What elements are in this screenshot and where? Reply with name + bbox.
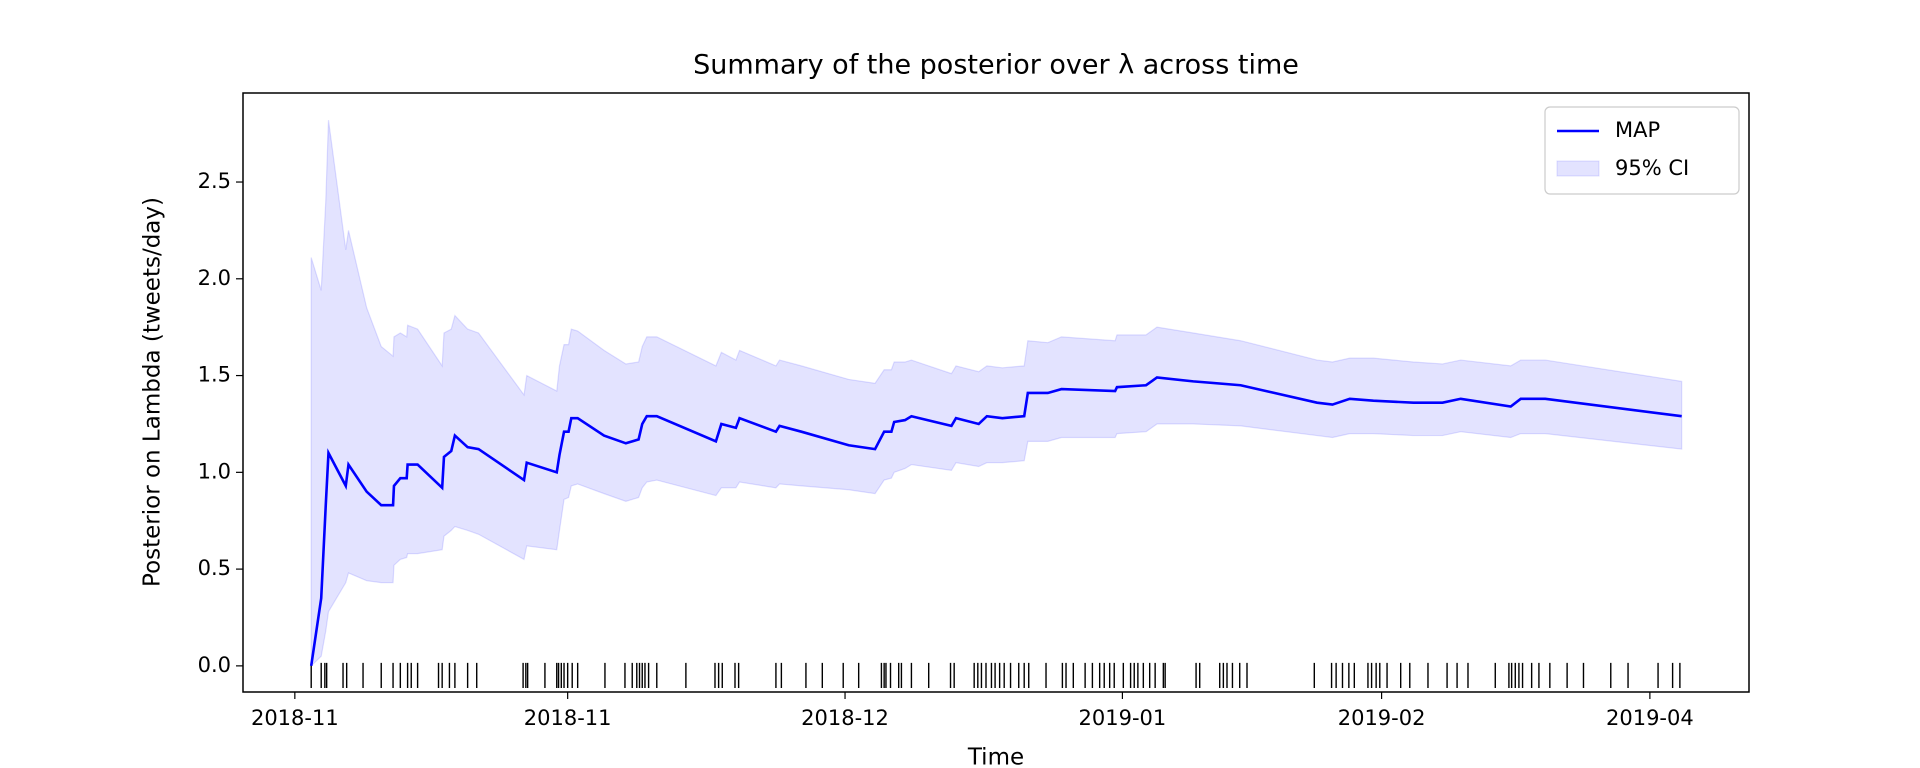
x-tick-label: 2018-11	[251, 706, 339, 730]
y-tick-label: 1.5	[198, 363, 231, 387]
x-axis-label: Time	[967, 745, 1024, 768]
map-line	[309, 376, 1682, 667]
y-tick-label: 2.5	[198, 169, 231, 193]
x-tick-label: 2018-12	[801, 706, 889, 730]
legend-label: 95% CI	[1615, 156, 1689, 180]
y-tick-label: 0.0	[198, 653, 231, 677]
y-tick-label: 1.0	[198, 459, 231, 483]
ci-band	[310, 120, 1683, 668]
x-tick-label: 2019-02	[1338, 706, 1426, 730]
legend-patch	[1556, 160, 1600, 177]
legend-box	[1544, 106, 1740, 195]
chart-title: Summary of the posterior over λ across t…	[693, 50, 1299, 81]
x-tick-label: 2019-01	[1079, 706, 1167, 730]
y-tick-label: 2.0	[198, 266, 231, 290]
x-tick-label: 2019-04	[1606, 706, 1694, 730]
y-tick-label: 0.5	[198, 556, 231, 580]
y-axis-label: Posterior on Lambda (tweets/day)	[140, 197, 166, 587]
plot-frame	[242, 92, 1750, 693]
legend-label: MAP	[1615, 118, 1660, 142]
x-tick-label: 2018-11	[524, 706, 612, 730]
